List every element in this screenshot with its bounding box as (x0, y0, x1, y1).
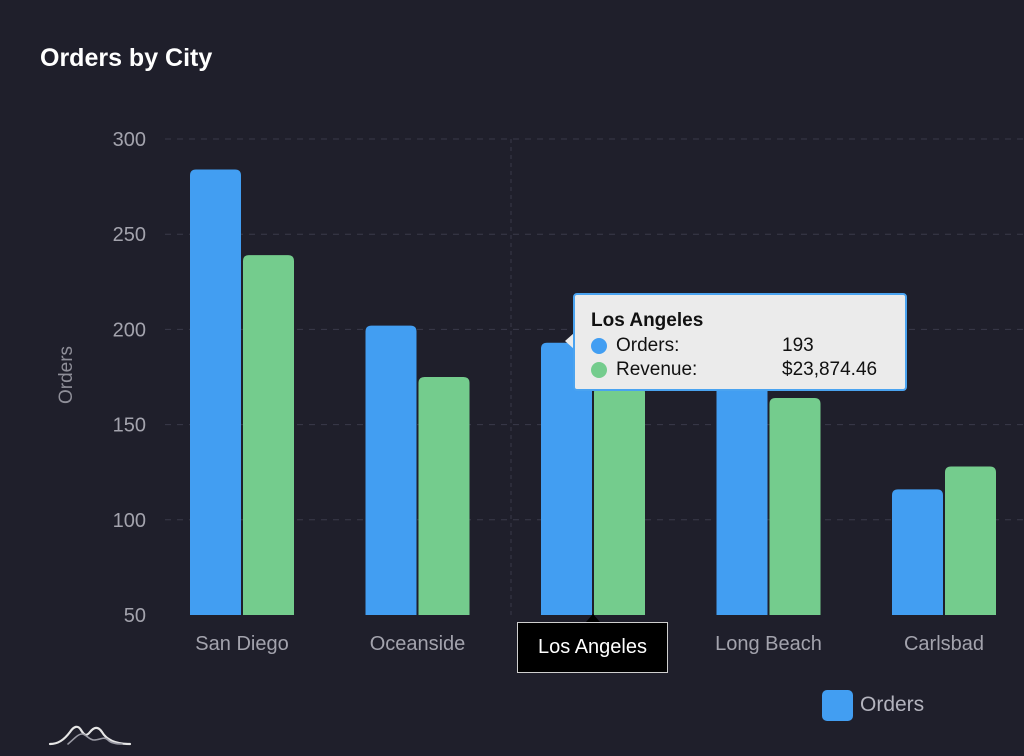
mountain-logo-icon (48, 725, 132, 746)
bar-revenue-carlsbad (945, 466, 996, 615)
tooltip-label: Revenue: (616, 359, 698, 380)
bar-orders-carlsbad (892, 489, 943, 615)
tooltip-arrow (565, 333, 574, 349)
axis-tooltip-arrow (586, 614, 600, 622)
bar-revenue-long-beach (769, 397, 821, 615)
bar-orders-long-beach (716, 382, 768, 615)
x-tick-label: Carlsbad (904, 633, 984, 655)
tooltip-title: Los Angeles (591, 310, 704, 331)
data-tooltip: Los Angeles Orders: 193 Revenue: $23,874… (573, 293, 907, 391)
bar-orders-oceanside (365, 325, 417, 615)
x-tick-label: Long Beach (715, 633, 822, 655)
legend-swatch (822, 690, 853, 721)
revenue-dot-icon (591, 362, 607, 378)
bar-revenue-oceanside (418, 377, 470, 615)
x-tick-label: Oceanside (370, 633, 466, 655)
tooltip-row-orders: Orders: 193 (591, 334, 889, 358)
y-tick-label: 200 (113, 319, 146, 341)
y-tick-label: 100 (113, 510, 146, 532)
bar-orders-los-angeles (541, 342, 592, 615)
tooltip-value: 193 (782, 335, 814, 356)
bar-revenue-los-angeles (594, 386, 645, 615)
legend-label: Orders (860, 693, 925, 716)
axis-tooltip: Los Angeles (517, 622, 668, 673)
y-tick-label: 50 (124, 605, 146, 627)
bar-revenue-san-diego (243, 255, 294, 616)
bar-orders-san-diego (190, 169, 241, 616)
tooltip-value: $23,874.46 (782, 359, 878, 380)
tooltip-row-revenue: Revenue: $23,874.46 (591, 358, 889, 382)
y-tick-label: 150 (113, 415, 146, 437)
tooltip-label: Orders: (616, 335, 680, 356)
chart-title: Orders by City (40, 44, 213, 72)
y-tick-label: 300 (113, 129, 146, 151)
y-axis-title: Orders (56, 346, 77, 404)
x-tick-label: San Diego (195, 633, 288, 655)
y-tick-label: 250 (113, 224, 146, 246)
orders-dot-icon (591, 338, 607, 354)
